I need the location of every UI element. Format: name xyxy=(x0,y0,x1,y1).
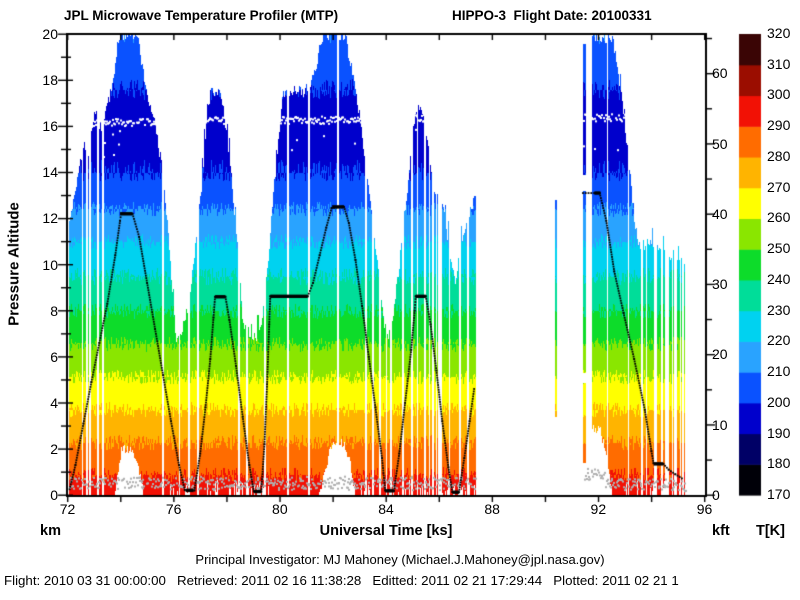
kft-tick-label-10: 10 xyxy=(712,416,728,433)
flight-timestamps-line: Flight: 2010 03 31 00:00:00 Retrieved: 2… xyxy=(4,573,679,588)
km-tick-label-2: 2 xyxy=(50,440,58,457)
kft-tick-label-0: 0 xyxy=(712,487,720,503)
km-tick-label-16: 16 xyxy=(42,118,58,135)
km-tick-label-8: 8 xyxy=(50,302,58,319)
y-axis-label: Pressure Altitude xyxy=(5,202,23,326)
colorbar-tick-label-250: 250 xyxy=(767,240,791,257)
km-tick-label-14: 14 xyxy=(42,164,58,181)
colorbar-tick-label-230: 230 xyxy=(767,301,791,318)
kft-tick-label-50: 50 xyxy=(712,135,728,152)
km-tick-label-18: 18 xyxy=(42,72,58,89)
x-axis-label: Universal Time [ks] xyxy=(319,523,453,539)
x-tick-label-96: 96 xyxy=(696,501,713,517)
flight-date-title: HIPPO-3 Flight Date: 20100331 xyxy=(452,8,652,23)
colorbar-tick-label-280: 280 xyxy=(767,147,791,164)
kft-tick-label-40: 40 xyxy=(712,205,728,222)
colorbar-tick-label-180: 180 xyxy=(767,455,791,472)
principal-investigator-line: Principal Investigator: MJ Mahoney (Mich… xyxy=(195,552,605,567)
kft-unit-label: kft xyxy=(712,523,730,539)
km-tick-label-10: 10 xyxy=(42,256,58,273)
km-tick-label-0: 0 xyxy=(50,487,58,503)
kft-tick-label-30: 30 xyxy=(712,276,728,293)
km-tick-label-6: 6 xyxy=(50,348,58,365)
colorbar-tick-label-240: 240 xyxy=(767,270,791,287)
kft-tick-label-60: 60 xyxy=(712,65,728,82)
plot-title: JPL Microwave Temperature Profiler (MTP) xyxy=(64,8,339,23)
colorbar-tick-label-170: 170 xyxy=(767,486,791,502)
km-unit-label: km xyxy=(40,523,61,539)
colorbar-tick-label-210: 210 xyxy=(767,363,791,380)
colorbar-unit-label: T[K] xyxy=(756,523,785,539)
colorbar-tick-label-270: 270 xyxy=(767,178,791,195)
x-tick-label-76: 76 xyxy=(165,501,182,517)
x-tick-label-84: 84 xyxy=(378,501,394,517)
colorbar-tick-label-260: 260 xyxy=(767,209,791,226)
x-tick-label-72: 72 xyxy=(59,501,76,517)
colorbar-tick-label-320: 320 xyxy=(767,25,791,41)
colorbar-tick-label-220: 220 xyxy=(767,332,791,349)
km-tick-label-4: 4 xyxy=(50,394,58,411)
km-tick-label-12: 12 xyxy=(42,210,58,227)
x-tick-label-92: 92 xyxy=(590,501,607,517)
colorbar-tick-label-190: 190 xyxy=(767,424,791,441)
colorbar-tick-label-200: 200 xyxy=(767,393,791,410)
colorbar-tick-label-310: 310 xyxy=(767,55,791,72)
colorbar-tick-label-300: 300 xyxy=(767,86,791,103)
x-tick-label-80: 80 xyxy=(272,501,288,517)
colorbar-tick-label-290: 290 xyxy=(767,117,791,134)
kft-tick-label-20: 20 xyxy=(712,346,728,363)
x-tick-label-88: 88 xyxy=(484,501,500,517)
km-tick-label-20: 20 xyxy=(42,26,58,42)
